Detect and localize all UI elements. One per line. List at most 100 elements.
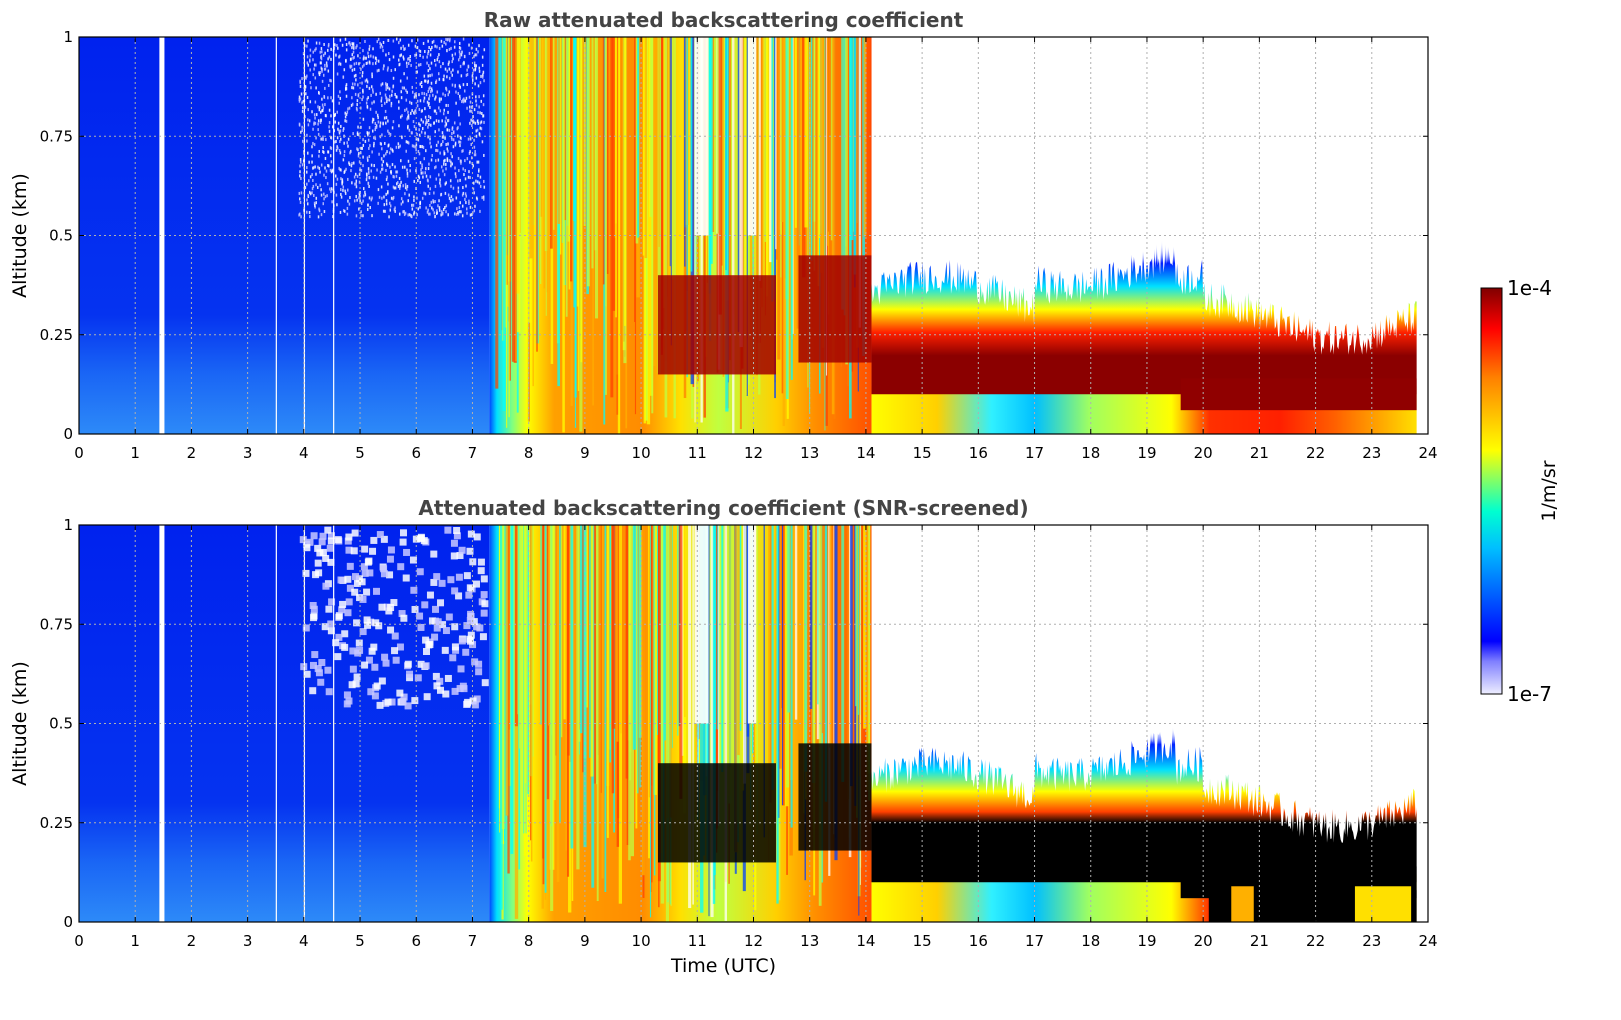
- noise-speck: [323, 95, 326, 99]
- noise-speck: [299, 164, 301, 168]
- noise-speck: [298, 95, 301, 99]
- noise-speck: [439, 184, 442, 188]
- signal-streak: [651, 525, 653, 883]
- noise-speck: [344, 115, 347, 119]
- noise-speck: [457, 179, 459, 183]
- noise-speck: [435, 148, 437, 152]
- noise-speck: [338, 61, 341, 65]
- signal-streak: [617, 37, 621, 434]
- noise-speck: [426, 178, 429, 182]
- x-tick-label: 7: [468, 932, 478, 950]
- signal-streak: [775, 37, 779, 260]
- noise-speck: [344, 37, 347, 41]
- noise-speck: [406, 187, 408, 191]
- noise-speck: [310, 86, 312, 90]
- noise-speck: [317, 105, 319, 109]
- x-tick-label: 5: [355, 444, 365, 462]
- noise-speck: [344, 111, 346, 115]
- noise-speck: [483, 48, 486, 52]
- noise-speck: [370, 93, 372, 97]
- noise-speck: [301, 77, 303, 81]
- noise-speck: [339, 90, 341, 94]
- noise-speck: [400, 159, 402, 163]
- noise-speck: [441, 131, 444, 135]
- noise-speck: [355, 194, 357, 198]
- noise-speck: [473, 533, 481, 541]
- signal-streak: [712, 525, 716, 904]
- noise-speck: [409, 169, 411, 173]
- signal-streak: [692, 525, 694, 905]
- noise-speck: [387, 129, 389, 133]
- noise-speck: [426, 100, 429, 104]
- noise-speck: [383, 203, 386, 207]
- noise-speck: [476, 119, 479, 123]
- noise-speck: [473, 153, 476, 157]
- noise-speck: [433, 109, 436, 113]
- noise-speck: [383, 116, 386, 120]
- noise-speck: [453, 526, 461, 534]
- noise-speck: [460, 74, 463, 78]
- noise-speck: [445, 123, 447, 127]
- noise-speck: [312, 178, 314, 182]
- signal-streak: [841, 37, 845, 310]
- noise-speck: [411, 109, 413, 113]
- noise-speck: [443, 150, 445, 154]
- noise-speck: [358, 192, 361, 196]
- noise-speck: [478, 69, 481, 73]
- noise-speck: [440, 39, 443, 43]
- noise-speck: [456, 552, 464, 560]
- noise-speck: [340, 195, 343, 199]
- noise-speck: [467, 175, 470, 179]
- noise-speck: [355, 214, 358, 218]
- noise-speck: [355, 61, 358, 65]
- noise-speck: [481, 140, 484, 144]
- noise-speck: [367, 203, 369, 207]
- noise-speck: [399, 697, 407, 705]
- noise-speck: [299, 200, 302, 204]
- noise-speck: [320, 47, 323, 51]
- signal-streak: [771, 37, 774, 302]
- noise-speck: [356, 198, 358, 202]
- noise-speck: [415, 94, 417, 98]
- noise-speck: [353, 62, 356, 66]
- x-tick-label: 18: [1081, 932, 1100, 950]
- boundary-layer: [871, 725, 1417, 883]
- panel-title: Attenuated backscattering coefficient (S…: [418, 496, 1028, 520]
- signal-streak: [824, 37, 826, 431]
- noise-speck: [360, 210, 362, 214]
- noise-speck: [429, 141, 431, 145]
- noise-speck: [426, 591, 434, 599]
- noise-speck: [315, 183, 317, 187]
- noise-speck: [357, 154, 360, 158]
- noise-speck: [314, 203, 316, 207]
- noise-speck: [387, 190, 389, 194]
- noise-speck: [339, 140, 341, 144]
- noise-speck: [372, 90, 374, 94]
- noise-speck: [447, 576, 455, 584]
- x-tick-label: 3: [243, 932, 253, 950]
- noise-speck: [435, 177, 438, 181]
- signal-streak: [507, 525, 510, 874]
- noise-speck: [349, 151, 351, 155]
- noise-speck: [474, 150, 476, 154]
- signal-streak: [511, 37, 516, 362]
- noise-speck: [306, 210, 308, 214]
- noise-speck: [300, 92, 303, 96]
- noise-speck: [341, 643, 349, 651]
- noise-speck: [435, 211, 438, 215]
- noise-speck: [358, 207, 360, 211]
- noise-speck: [440, 143, 442, 147]
- noise-speck: [427, 103, 430, 107]
- noise-speck: [339, 38, 342, 42]
- x-tick-label: 23: [1362, 932, 1381, 950]
- noise-speck: [334, 174, 337, 178]
- x-tick-label: 17: [1025, 932, 1044, 950]
- noise-speck: [400, 96, 403, 100]
- noise-speck: [342, 158, 345, 162]
- noise-speck: [327, 558, 335, 566]
- noise-speck: [389, 94, 391, 98]
- noise-speck: [423, 99, 425, 103]
- noise-speck: [417, 149, 420, 153]
- noise-speck: [361, 65, 364, 69]
- noise-speck: [461, 214, 464, 218]
